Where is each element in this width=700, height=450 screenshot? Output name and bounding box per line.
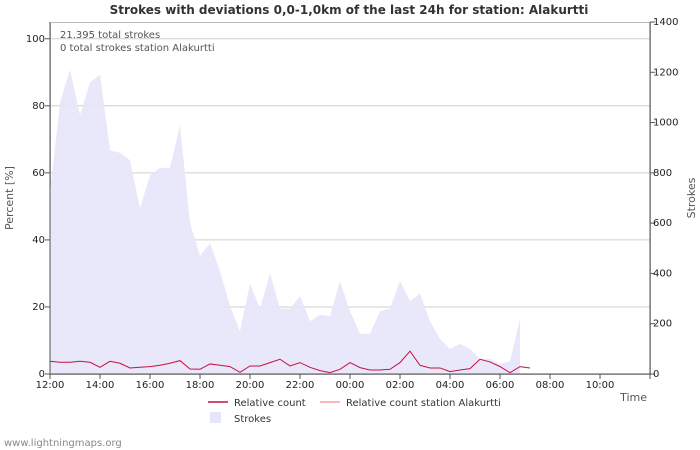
chart-title: Strokes with deviations 0,0-1,0km of the… — [110, 3, 589, 17]
axes: 020406080100020040060080010001200140012:… — [26, 17, 679, 391]
relative-count-series — [49, 350, 531, 374]
strokes-area-path — [50, 69, 520, 375]
tick-label-right-1200: 1200 — [653, 67, 678, 78]
legend-label-relative-count: Relative count — [234, 398, 306, 409]
info-total-strokes: 21.395 total strokes — [60, 30, 160, 41]
x-axis-label: Time — [619, 391, 647, 404]
info-box: 21.395 total strokes 0 total strokes sta… — [60, 30, 215, 54]
tick-label-x-4: 20:00 — [236, 380, 265, 391]
tick-label-x-3: 18:00 — [186, 380, 215, 391]
tick-label-left-80: 80 — [32, 101, 45, 112]
info-station-strokes: 0 total strokes station Alakurtti — [60, 43, 215, 54]
strokes-area-series — [50, 69, 520, 375]
y-axis-right-label: Strokes — [685, 177, 698, 218]
legend: Relative count Relative count station Al… — [208, 398, 501, 425]
relative-count-line — [49, 350, 531, 374]
tick-label-x-1: 14:00 — [86, 380, 115, 391]
tick-label-right-400: 400 — [653, 268, 672, 279]
tick-label-x-0: 12:00 — [36, 380, 65, 391]
tick-label-x-2: 16:00 — [136, 380, 165, 391]
tick-label-x-11: 10:00 — [586, 380, 615, 391]
tick-label-x-9: 06:00 — [486, 380, 515, 391]
tick-label-x-10: 08:00 — [536, 380, 565, 391]
tick-label-left-100: 100 — [26, 34, 45, 45]
tick-label-left-0: 0 — [39, 369, 45, 380]
tick-label-right-200: 200 — [653, 319, 672, 330]
tick-label-x-8: 04:00 — [436, 380, 465, 391]
legend-label-strokes: Strokes — [234, 414, 271, 425]
tick-label-left-60: 60 — [32, 168, 45, 179]
legend-label-relative-count-station: Relative count station Alakurtti — [346, 398, 501, 409]
tick-label-x-7: 02:00 — [386, 380, 415, 391]
tick-label-left-40: 40 — [32, 235, 45, 246]
tick-label-right-0: 0 — [653, 369, 659, 380]
tick-label-left-20: 20 — [32, 302, 45, 313]
legend-swatch-strokes — [210, 412, 221, 423]
credit-text: www.lightningmaps.org — [4, 438, 122, 449]
tick-label-right-600: 600 — [653, 218, 672, 229]
tick-label-right-1400: 1400 — [653, 17, 678, 28]
y-axis-left-label: Percent [%] — [3, 166, 16, 230]
tick-label-x-6: 00:00 — [336, 380, 365, 391]
tick-label-right-1000: 1000 — [653, 118, 678, 129]
tick-label-right-800: 800 — [653, 168, 672, 179]
tick-label-x-5: 22:00 — [286, 380, 315, 391]
